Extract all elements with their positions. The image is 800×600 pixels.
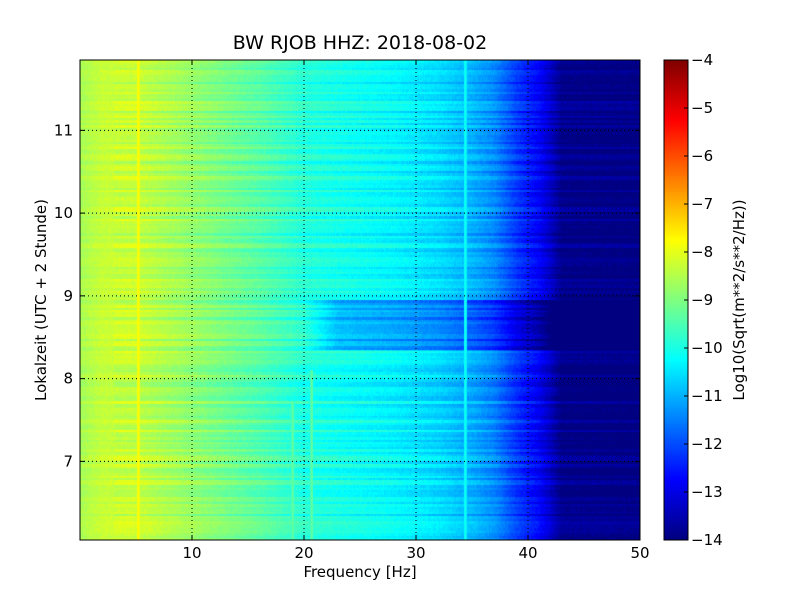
colorbar-tick-label: −6 (691, 147, 713, 165)
x-tick-label: 30 (406, 544, 425, 562)
y-axis-label: Lokalzeit (UTC + 2 Stunde) (32, 199, 50, 401)
x-tick-label: 40 (518, 544, 537, 562)
y-tick-label: 11 (54, 121, 73, 139)
plot-frame (79, 59, 641, 541)
grid-lines (80, 60, 640, 540)
x-axis-ticks: 10 20 30 40 50 (182, 60, 650, 562)
y-tick-label: 9 (63, 287, 73, 305)
colorbar-ticks: −4 −5 −6 −7 −8 −9 −10 −11 −12 −13 −14 (684, 51, 723, 549)
colorbar-tick-label: −9 (691, 291, 713, 309)
y-tick-label: 8 (63, 370, 73, 388)
colorbar-tick-label: −14 (691, 531, 723, 549)
colorbar-tick-label: −4 (691, 51, 713, 69)
colorbar-label: Log10(Sqrt(m**2/s**2/Hz)) (730, 199, 748, 400)
heatmap-area (80, 60, 640, 540)
colorbar-tick-label: −5 (691, 99, 713, 117)
colorbar-tick-label: −10 (691, 339, 723, 357)
y-axis-ticks: 7 8 9 10 11 (54, 121, 640, 470)
chart-title: BW RJOB HHZ: 2018-08-02 (233, 32, 487, 54)
colorbar-tick-label: −12 (691, 435, 723, 453)
colorbar-tick-label: −8 (691, 243, 713, 261)
colorbar-tick-label: −7 (691, 195, 713, 213)
x-tick-label: 50 (630, 544, 649, 562)
colorbar-tick-label: −11 (691, 387, 723, 405)
y-tick-label: 7 (63, 452, 73, 470)
x-axis-label: Frequency [Hz] (303, 563, 416, 581)
colorbar-tick-label: −13 (691, 483, 723, 501)
x-tick-label: 10 (182, 544, 201, 562)
x-tick-label: 20 (294, 544, 313, 562)
spectrogram-canvas (80, 60, 640, 540)
y-tick-label: 10 (54, 204, 73, 222)
